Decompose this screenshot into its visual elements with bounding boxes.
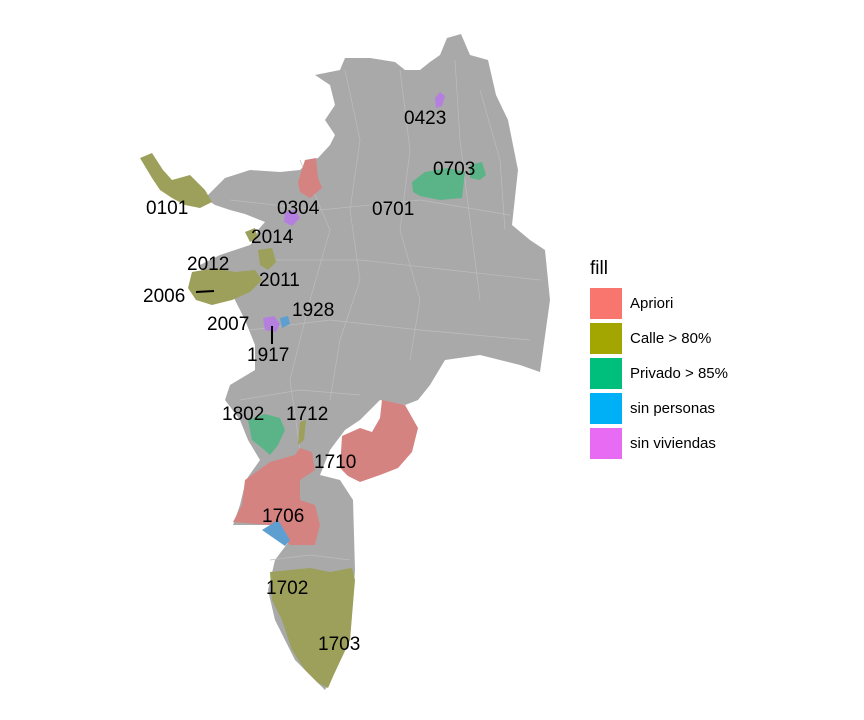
zone-1712-area (298, 420, 306, 445)
zone-label: 2006 (143, 286, 185, 307)
legend-label: sin viviendas (630, 435, 716, 452)
legend-swatch (590, 323, 622, 354)
legend-label: sin personas (630, 400, 716, 417)
zone-label: 1917 (247, 345, 289, 366)
legend-item-privado: Privado > 85% (590, 356, 728, 391)
zone-label: 1706 (262, 506, 304, 527)
zone-0703-area (470, 162, 486, 180)
legend-swatch (590, 358, 622, 389)
legend-label: Apriori (630, 295, 674, 312)
zone-label: 0101 (146, 198, 188, 219)
legend-label: Calle > 80% (630, 330, 712, 347)
legend-swatch (590, 428, 622, 459)
zone-label: 2014 (251, 227, 294, 248)
zone-label: 2012 (187, 254, 229, 275)
zone-label: 1710 (314, 452, 356, 473)
legend-swatch (590, 288, 622, 319)
leader-lines (195, 290, 273, 344)
zone-1802-area (248, 414, 285, 455)
zone-labels: 0101 0304 0423 0701 0703 2014 2012 2011 … (143, 108, 475, 655)
zone-label: 1802 (222, 404, 264, 425)
zone-label: 0703 (433, 159, 475, 180)
zone-label: 0304 (277, 198, 320, 219)
highlight-zones (140, 92, 486, 688)
zone-1928-area (280, 316, 290, 328)
legend-item-calle: Calle > 80% (590, 321, 728, 356)
zone-0304-area (284, 210, 300, 226)
zone-label: 1928 (292, 300, 334, 321)
zone-1702-area (270, 568, 355, 688)
zone-1917-area (263, 316, 280, 332)
zone-label: 1703 (318, 634, 360, 655)
zone-2014-area (245, 228, 258, 242)
legend-title: fill (590, 258, 608, 279)
zone-0101-area (140, 153, 212, 208)
zone-label: 1712 (286, 404, 328, 425)
legend-item-sin-viviendas: sin viviendas (590, 426, 728, 461)
legend-item-sin-personas: sin personas (590, 391, 728, 426)
legend-item-apriori: Apriori (590, 286, 728, 321)
zone-1710-area (340, 400, 418, 482)
district-lines (229, 59, 541, 606)
legend: fill Apriori Calle > 80% Privado > 85% s… (590, 258, 728, 461)
legend-swatch (590, 393, 622, 424)
zone-label: 2007 (207, 314, 249, 335)
zone-2012-area (258, 248, 276, 270)
zone-label: 2011 (259, 270, 300, 291)
zone-0304-apriori-area (298, 158, 322, 198)
zone-label: 0701 (372, 199, 414, 220)
zone-1706-area (233, 448, 320, 545)
legend-label: Privado > 85% (630, 365, 728, 382)
zone-label: 1702 (266, 578, 308, 599)
zone-0423-area (435, 92, 445, 108)
zone-1706-sin-personas-area (262, 520, 290, 546)
zone-2006-area (188, 268, 262, 305)
zone-0701-area (412, 168, 465, 200)
zone-label: 0423 (404, 108, 446, 129)
